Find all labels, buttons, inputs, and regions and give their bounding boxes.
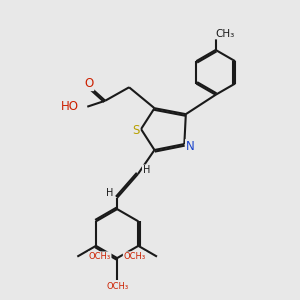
Text: H: H — [106, 188, 113, 198]
Text: HO: HO — [61, 100, 79, 113]
Text: N: N — [186, 140, 195, 153]
Text: OCH₃: OCH₃ — [106, 282, 128, 291]
Text: S: S — [132, 124, 140, 137]
Text: OCH₃: OCH₃ — [124, 252, 146, 261]
Text: OCH₃: OCH₃ — [89, 252, 111, 261]
Text: O: O — [84, 77, 93, 90]
Text: CH₃: CH₃ — [215, 28, 234, 38]
Text: H: H — [143, 165, 150, 175]
